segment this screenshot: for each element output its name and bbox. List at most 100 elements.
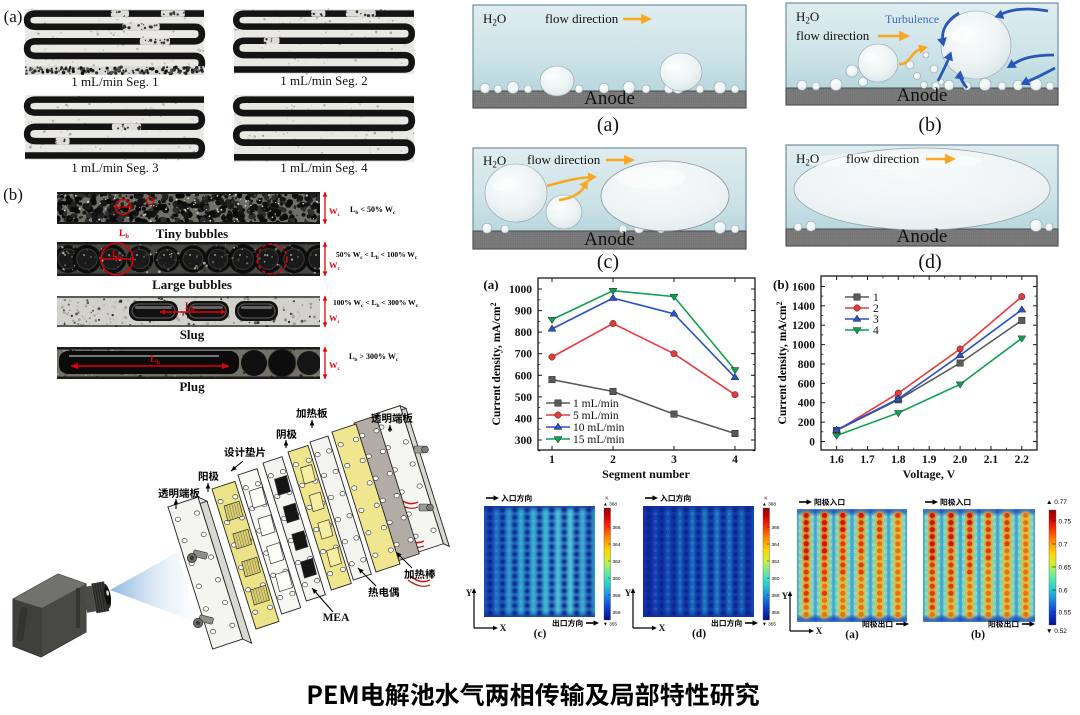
svg-text:(d): (d) xyxy=(918,251,941,273)
svg-text:364: 364 xyxy=(613,542,621,548)
svg-text:366: 366 xyxy=(772,525,780,531)
svg-text:300: 300 xyxy=(515,435,533,447)
svg-text:Y: Y xyxy=(466,588,473,598)
svg-text:H2O: H2O xyxy=(483,11,506,28)
svg-text:800: 800 xyxy=(798,359,816,371)
svg-text:5 mL/min: 5 mL/min xyxy=(573,410,619,422)
svg-text:Segment number: Segment number xyxy=(602,467,690,481)
svg-text:▼ 0.52: ▼ 0.52 xyxy=(1046,628,1067,635)
svg-text:Voltage, V: Voltage, V xyxy=(903,467,956,481)
svg-text:(b): (b) xyxy=(971,629,985,641)
svg-text:360: 360 xyxy=(772,576,780,582)
svg-text:(d): (d) xyxy=(692,628,706,640)
svg-text:Lb​ > 300% Wc​: Lb​ > 300% Wc​ xyxy=(349,352,399,363)
svg-text:(a): (a) xyxy=(845,629,859,641)
svg-text:Y: Y xyxy=(782,591,789,601)
svg-text:600: 600 xyxy=(798,378,816,390)
svg-text:0.6: 0.6 xyxy=(1059,587,1068,594)
svg-text:2: 2 xyxy=(873,303,879,315)
svg-text:MEA: MEA xyxy=(323,612,351,624)
svg-text:▲ 0.77: ▲ 0.77 xyxy=(1046,499,1067,506)
svg-text:3: 3 xyxy=(671,454,677,466)
svg-text:1 mL/min Seg. 1: 1 mL/min Seg. 1 xyxy=(71,74,158,89)
svg-text:2: 2 xyxy=(610,454,616,466)
svg-text:366: 366 xyxy=(613,525,621,531)
svg-text:400: 400 xyxy=(798,398,816,410)
svg-text:1 mL/min Seg. 2: 1 mL/min Seg. 2 xyxy=(280,73,367,88)
svg-text:0: 0 xyxy=(809,437,815,449)
svg-text:2.0: 2.0 xyxy=(953,454,968,466)
svg-text:0.65: 0.65 xyxy=(1059,564,1072,571)
svg-text:356: 356 xyxy=(613,610,621,616)
svg-text:1: 1 xyxy=(549,454,555,466)
svg-text:2.1: 2.1 xyxy=(984,454,999,466)
svg-text:Wc: Wc xyxy=(329,360,341,372)
svg-text:200: 200 xyxy=(798,417,816,429)
svg-text:(c): (c) xyxy=(597,251,619,273)
svg-text:4: 4 xyxy=(873,325,879,337)
svg-text:0.75: 0.75 xyxy=(1059,518,1072,525)
svg-text:364: 364 xyxy=(772,542,780,548)
svg-text:Large bubbles: Large bubbles xyxy=(152,277,232,292)
svg-text:Y: Y xyxy=(625,588,632,598)
svg-text:▲ 368: ▲ 368 xyxy=(603,502,617,508)
svg-text:1 mL/min Seg. 4: 1 mL/min Seg. 4 xyxy=(280,160,368,175)
svg-text:0.7: 0.7 xyxy=(1059,541,1068,548)
svg-text:Anode: Anode xyxy=(897,85,948,106)
svg-text:1200: 1200 xyxy=(792,320,815,332)
svg-text:Anode: Anode xyxy=(584,88,635,109)
svg-text:Slug: Slug xyxy=(180,327,205,342)
svg-text:358: 358 xyxy=(613,593,621,599)
svg-text:600: 600 xyxy=(515,370,533,382)
svg-text:H2O: H2O xyxy=(796,9,819,26)
svg-text:1.9: 1.9 xyxy=(922,454,937,466)
svg-text:(c): (c) xyxy=(534,628,547,640)
svg-text:flow direction: flow direction xyxy=(527,152,601,167)
svg-text:X: X xyxy=(659,623,666,633)
svg-text:50% Wc​ < Lb​ < 100% Wc​: 50% Wc​ < Lb​ < 100% Wc​ xyxy=(336,250,418,261)
svg-text:700: 700 xyxy=(515,349,533,361)
svg-text:1: 1 xyxy=(873,292,879,304)
svg-text:500: 500 xyxy=(515,392,533,404)
svg-text:H2O: H2O xyxy=(796,151,819,168)
svg-text:K: K xyxy=(605,496,609,502)
svg-text:360: 360 xyxy=(613,576,621,582)
svg-text:Lb​ < 50% Wc​: Lb​ < 50% Wc​ xyxy=(350,205,396,216)
svg-text:362: 362 xyxy=(772,559,780,565)
svg-text:▼ 355: ▼ 355 xyxy=(603,622,617,628)
svg-text:Lb: Lb xyxy=(112,249,122,261)
svg-text:Wc: Wc xyxy=(329,206,341,218)
svg-text:Lb: Lb xyxy=(150,355,160,366)
svg-text:▲ 368: ▲ 368 xyxy=(762,502,776,508)
svg-text:X: X xyxy=(500,623,507,633)
svg-text:flow direction: flow direction xyxy=(545,11,619,26)
svg-text:flow direction: flow direction xyxy=(846,151,920,166)
svg-text:1 mL/min: 1 mL/min xyxy=(573,398,619,410)
svg-text:2.2: 2.2 xyxy=(1015,454,1030,466)
svg-text:Lb: Lb xyxy=(119,229,129,240)
svg-text:flow direction: flow direction xyxy=(796,28,870,43)
svg-text:(a): (a) xyxy=(597,114,619,136)
svg-text:▼ 355: ▼ 355 xyxy=(762,622,776,628)
svg-text:1000: 1000 xyxy=(509,284,532,296)
svg-text:356: 356 xyxy=(772,610,780,616)
svg-text:X: X xyxy=(816,626,823,636)
svg-text:Lb: Lb xyxy=(185,301,195,313)
svg-text:362: 362 xyxy=(613,559,621,565)
svg-text:Anode: Anode xyxy=(897,226,948,247)
svg-text:(b): (b) xyxy=(918,114,941,136)
svg-text:Turbulence: Turbulence xyxy=(885,12,939,26)
svg-text:Tiny bubbles: Tiny bubbles xyxy=(156,226,228,241)
svg-text:800: 800 xyxy=(515,327,533,339)
svg-text:1400: 1400 xyxy=(792,301,815,313)
svg-text:(a): (a) xyxy=(4,7,23,26)
svg-text:358: 358 xyxy=(772,593,780,599)
svg-text:Current density, mA/cm2: Current density, mA/cm2 xyxy=(775,302,789,425)
svg-text:1 mL/min Seg. 3: 1 mL/min Seg. 3 xyxy=(71,160,158,175)
svg-text:Plug: Plug xyxy=(179,379,205,394)
svg-text:H2O: H2O xyxy=(483,153,506,170)
svg-text:1.7: 1.7 xyxy=(860,454,875,466)
svg-text:(a): (a) xyxy=(483,277,498,292)
svg-text:Anode: Anode xyxy=(584,229,635,250)
svg-text:900: 900 xyxy=(515,306,533,318)
